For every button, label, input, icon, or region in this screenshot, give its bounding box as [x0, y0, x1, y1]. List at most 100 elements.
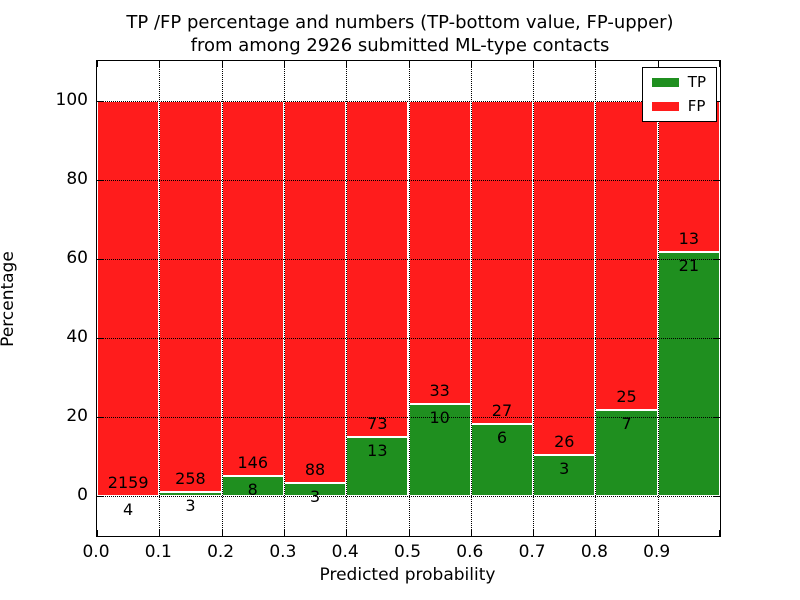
- tick-x-top-3: [283, 61, 285, 67]
- gridline-y-100: [97, 100, 720, 102]
- fp-count-label-2: 146: [237, 452, 269, 472]
- tp-bar-6: [470, 424, 534, 497]
- y-tick-label-80: 80: [66, 168, 88, 189]
- x-tick-label-0.9: 0.9: [643, 542, 671, 562]
- fp-legend-label: FP: [687, 97, 706, 115]
- fp-legend-swatch: [651, 102, 679, 111]
- x-tick-label-0.5: 0.5: [393, 542, 422, 562]
- gridline-x-0.4: [346, 61, 348, 536]
- tick-y-right-100: [714, 100, 720, 102]
- fp-bar-5: [408, 100, 471, 405]
- x-tick-label-0.1: 0.1: [144, 542, 172, 562]
- chart-title-line2: from among 2926 submitted ML-type contac…: [190, 35, 610, 56]
- fp-bar-1: [159, 100, 222, 492]
- tick-x-bottom-5: [408, 530, 410, 536]
- x-tick-label-0.0: 0.0: [82, 542, 110, 562]
- x-tick-label-0.2: 0.2: [207, 542, 235, 562]
- gridline-y-60: [97, 258, 720, 260]
- plot-area: 2159 4 258 3 146 8 88 3 73 13 33 10 27 6 26 3 25 7 13 21 TP…: [96, 60, 721, 537]
- tp-count-label-8: 7: [621, 413, 632, 433]
- tp-bar-5: [408, 404, 471, 497]
- tick-x-top-6: [470, 61, 472, 67]
- fp-count-label-8: 25: [616, 386, 637, 406]
- x-axis-label: Predicted probability: [319, 565, 496, 585]
- y-tick-label-60: 60: [66, 247, 88, 268]
- gridline-x-0.2: [221, 61, 223, 536]
- tick-y-right-20: [714, 417, 720, 419]
- legend: TP FP: [641, 67, 717, 122]
- tick-y-left-80: [97, 179, 103, 181]
- tick-x-top-1: [159, 61, 161, 67]
- fp-bar-3: [283, 100, 347, 484]
- y-axis-label: Percentage: [0, 251, 18, 347]
- x-tick-label-0.7: 0.7: [518, 542, 546, 562]
- tp-legend-label: TP: [687, 73, 706, 91]
- tick-x-bottom-0: [97, 530, 98, 536]
- tick-y-left-100: [97, 100, 103, 102]
- tick-x-bottom-9: [657, 530, 659, 536]
- gridline-x-0.6: [470, 61, 472, 536]
- tick-y-left-40: [97, 338, 103, 340]
- tick-x-bottom-4: [346, 530, 348, 536]
- tp-count-label-6: 6: [496, 428, 508, 448]
- gridline-x-0.1: [159, 61, 161, 536]
- tp-bar-8: [595, 409, 658, 497]
- x-tick-label-0.3: 0.3: [269, 542, 297, 562]
- tick-y-right-80: [714, 179, 720, 181]
- tp-count-label-5: 10: [429, 408, 450, 428]
- tick-y-right-60: [714, 258, 720, 260]
- tp-count-label-1: 3: [185, 495, 196, 515]
- x-tick-label-0.6: 0.6: [456, 542, 484, 562]
- tp-bar-9: [657, 251, 720, 497]
- tick-x-bottom-2: [221, 530, 223, 536]
- tick-y-left-0: [97, 496, 103, 498]
- tick-x-top-5: [408, 61, 410, 67]
- gridline-y-80: [97, 179, 720, 181]
- fp-bar-9: [657, 100, 720, 252]
- chart-title-line1: TP /FP percentage and numbers (TP-bottom…: [126, 12, 674, 33]
- y-tick-label-40: 40: [66, 327, 88, 348]
- tp-bar-4: [346, 436, 409, 497]
- fp-count-label-4: 73: [367, 413, 388, 433]
- tick-x-bottom-6: [470, 530, 472, 536]
- fp-count-label-6: 27: [491, 401, 513, 421]
- tick-x-top-10: [719, 61, 720, 67]
- tick-x-bottom-10: [719, 530, 720, 536]
- tick-x-top-7: [533, 61, 535, 67]
- fp-bar-6: [470, 100, 534, 425]
- fp-count-label-3: 88: [304, 460, 326, 480]
- tick-y-right-40: [714, 338, 720, 340]
- tick-x-bottom-3: [283, 530, 285, 536]
- tick-x-top-2: [221, 61, 223, 67]
- tick-y-left-20: [97, 417, 103, 419]
- gridline-x-0.5: [408, 61, 410, 536]
- gridline-x-0.8: [595, 61, 597, 536]
- tp-count-label-9: 21: [678, 255, 700, 275]
- tp-count-label-2: 8: [247, 479, 258, 499]
- tp-count-label-3: 3: [309, 487, 321, 507]
- tick-x-bottom-1: [159, 530, 161, 536]
- tp-count-label-4: 13: [367, 440, 388, 460]
- fp-bar-2: [221, 100, 284, 476]
- fp-count-label-5: 33: [429, 381, 450, 401]
- fp-bar-7: [533, 100, 596, 456]
- gridline-x-0.7: [533, 61, 535, 536]
- gridline-x-0.3: [283, 61, 285, 536]
- fp-count-label-7: 26: [554, 432, 575, 452]
- tick-x-bottom-7: [533, 530, 535, 536]
- fp-count-label-9: 13: [678, 228, 700, 248]
- y-tick-label-20: 20: [66, 406, 88, 427]
- tick-x-top-4: [346, 61, 348, 67]
- tp-legend-swatch: [651, 78, 679, 87]
- tick-y-left-60: [97, 258, 103, 260]
- legend-entry-fp: FP: [651, 97, 706, 115]
- tick-x-top-8: [595, 61, 597, 67]
- tp-count-label-7: 3: [559, 459, 570, 479]
- legend-entry-tp: TP: [651, 73, 706, 91]
- fp-bar-8: [595, 100, 658, 410]
- x-tick-label-0.8: 0.8: [580, 542, 608, 562]
- fp-count-label-1: 258: [175, 468, 206, 488]
- fp-bar-4: [346, 100, 409, 437]
- tp-count-label-0: 4: [123, 499, 134, 519]
